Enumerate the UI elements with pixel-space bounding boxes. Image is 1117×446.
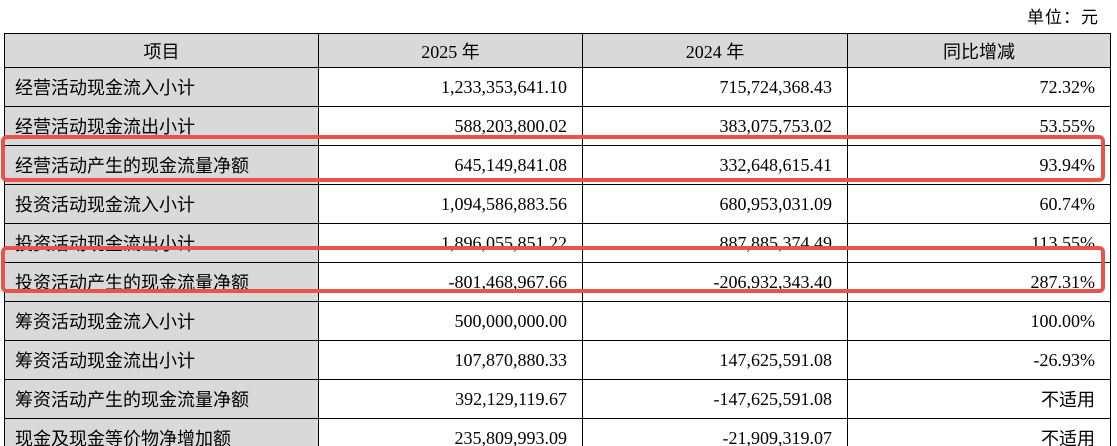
value-2025: 1,896,055,851.22 — [318, 223, 583, 263]
value-2024: -21,909,319.07 — [582, 418, 848, 446]
row-item-label: 现金及现金等价物净增加额 — [4, 418, 319, 446]
value-2025: 645,149,841.08 — [318, 145, 583, 185]
yoy-value: 不适用 — [847, 418, 1111, 446]
unit-label: 单位：元 — [1027, 8, 1099, 27]
yoy-value: 100.00% — [847, 301, 1111, 341]
header-2025: 2025 年 — [318, 33, 583, 68]
row-item-label: 筹资活动现金流入小计 — [4, 301, 319, 341]
value-2025: 1,094,586,883.56 — [318, 184, 583, 224]
yoy-value: -26.93% — [847, 340, 1111, 380]
yoy-value: 72.32% — [847, 67, 1111, 107]
row-item-label: 经营活动产生的现金流量净额 — [4, 145, 319, 185]
value-2024: 332,648,615.41 — [582, 145, 848, 185]
value-2025: 588,203,800.02 — [318, 106, 583, 146]
table-row-highlighted: 经营活动产生的现金流量净额 645,149,841.08 332,648,615… — [4, 145, 1111, 185]
row-item-label: 筹资活动产生的现金流量净额 — [4, 379, 319, 419]
table-row: 现金及现金等价物净增加额 235,809,993.09 -21,909,319.… — [4, 418, 1111, 446]
row-item-label: 筹资活动现金流出小计 — [4, 340, 319, 380]
value-2025: 500,000,000.00 — [318, 301, 583, 341]
yoy-value: 93.94% — [847, 145, 1111, 185]
table-row: 经营活动现金流入小计 1,233,353,641.10 715,724,368.… — [4, 67, 1111, 107]
value-2024: 680,953,031.09 — [582, 184, 848, 224]
value-2024: -147,625,591.08 — [582, 379, 848, 419]
value-2024: 383,075,753.02 — [582, 106, 848, 146]
table-body: 经营活动现金流入小计 1,233,353,641.10 715,724,368.… — [4, 67, 1111, 446]
table-header: 项目 2025 年 2024 年 同比增减 — [4, 33, 1111, 68]
yoy-value: 60.74% — [847, 184, 1111, 224]
row-item-label: 经营活动现金流入小计 — [4, 67, 319, 107]
value-2025: -801,468,967.66 — [318, 262, 583, 302]
value-2025: 235,809,993.09 — [318, 418, 583, 446]
table-row-highlighted: 投资活动产生的现金流量净额 -801,468,967.66 -206,932,3… — [4, 262, 1111, 302]
header-2024: 2024 年 — [582, 33, 848, 68]
value-2024: -206,932,343.40 — [582, 262, 848, 302]
yoy-value: 53.55% — [847, 106, 1111, 146]
value-2024: 715,724,368.43 — [582, 67, 848, 107]
table-row: 投资活动现金流出小计 1,896,055,851.22 887,885,374.… — [4, 223, 1111, 263]
row-item-label: 经营活动现金流出小计 — [4, 106, 319, 146]
value-2024 — [582, 301, 848, 341]
header-yoy: 同比增减 — [847, 33, 1111, 68]
row-item-label: 投资活动现金流出小计 — [4, 223, 319, 263]
row-item-label: 投资活动现金流入小计 — [4, 184, 319, 224]
cashflow-summary-table: 项目 2025 年 2024 年 同比增减 经营活动现金流入小计 1,233,3… — [4, 33, 1111, 446]
table-row: 经营活动现金流出小计 588,203,800.02 383,075,753.02… — [4, 106, 1111, 146]
table-row: 筹资活动产生的现金流量净额 392,129,119.67 -147,625,59… — [4, 379, 1111, 419]
value-2025: 392,129,119.67 — [318, 379, 583, 419]
header-row: 项目 2025 年 2024 年 同比增减 — [4, 33, 1111, 68]
yoy-value: 不适用 — [847, 379, 1111, 419]
value-2024: 887,885,374.49 — [582, 223, 848, 263]
value-2025: 107,870,880.33 — [318, 340, 583, 380]
value-2025: 1,233,353,641.10 — [318, 67, 583, 107]
yoy-value: 113.55% — [847, 223, 1111, 263]
table-row: 投资活动现金流入小计 1,094,586,883.56 680,953,031.… — [4, 184, 1111, 224]
table-row: 筹资活动现金流入小计 500,000,000.00 100.00% — [4, 301, 1111, 341]
value-2024: 147,625,591.08 — [582, 340, 848, 380]
header-item: 项目 — [4, 33, 319, 68]
yoy-value: 287.31% — [847, 262, 1111, 302]
row-item-label: 投资活动产生的现金流量净额 — [4, 262, 319, 302]
table-row: 筹资活动现金流出小计 107,870,880.33 147,625,591.08… — [4, 340, 1111, 380]
